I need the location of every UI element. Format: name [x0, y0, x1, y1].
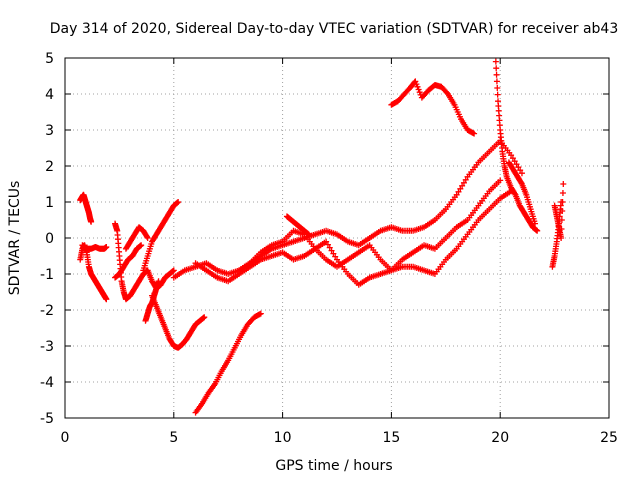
data-point — [532, 220, 539, 227]
series-arc-15 — [388, 78, 478, 137]
data-point — [413, 81, 420, 88]
y-tick-label: -3 — [40, 339, 54, 355]
y-tick-label: -5 — [40, 411, 54, 427]
data-point — [492, 58, 499, 65]
series-arc-3 — [79, 242, 110, 252]
series-arc-5 — [112, 242, 145, 281]
data-point — [103, 244, 110, 250]
data-point — [560, 181, 567, 187]
data-points — [77, 58, 567, 416]
y-tick-label: -1 — [40, 267, 54, 283]
series-arc-7 — [140, 199, 182, 274]
data-point — [103, 296, 110, 303]
series-arc-14 — [283, 213, 312, 238]
y-tick-label: 1 — [45, 195, 54, 211]
data-point — [494, 91, 501, 98]
data-point — [494, 85, 501, 91]
series-arc-9 — [149, 292, 208, 351]
x-tick-label: 0 — [61, 430, 70, 446]
y-tick-label: -2 — [40, 303, 54, 319]
y-axis-label: SDTVAR / TECUs — [7, 181, 23, 296]
y-tick-label: 5 — [45, 51, 54, 67]
series-arc-6 — [122, 224, 151, 252]
y-tick-label: -4 — [40, 375, 54, 391]
data-point — [305, 231, 312, 238]
series-arc-16 — [492, 58, 541, 234]
data-point — [416, 89, 423, 96]
data-point — [559, 190, 566, 196]
data-point — [493, 65, 500, 72]
x-tick-label: 5 — [169, 430, 178, 446]
data-point — [138, 242, 145, 249]
y-tick-label: 4 — [45, 87, 54, 103]
data-point — [497, 177, 504, 184]
data-point — [175, 199, 182, 205]
y-tick-label: 2 — [45, 159, 54, 175]
data-point — [415, 86, 422, 93]
data-point — [558, 217, 565, 223]
data-point — [414, 83, 421, 90]
data-point — [559, 199, 566, 205]
x-axis: 0 5 10 15 20 25 — [61, 58, 618, 446]
x-axis-label: GPS time / hours — [275, 458, 392, 474]
data-point — [493, 71, 500, 78]
x-tick-label: 25 — [600, 430, 618, 446]
series-arc-10 — [192, 310, 264, 416]
data-point — [558, 226, 565, 232]
chart-title: Day 314 of 2020, Sidereal Day-to-day VTE… — [50, 21, 619, 37]
data-point — [201, 314, 208, 321]
y-tick-label: 3 — [45, 123, 54, 139]
data-point — [518, 170, 525, 177]
x-tick-label: 15 — [382, 430, 400, 446]
y-axis: -5 -4 -3 -2 -1 0 1 2 3 4 5 — [40, 51, 609, 427]
data-point — [88, 218, 95, 225]
series-arc-17 — [505, 159, 539, 227]
plot-frame — [64, 57, 610, 419]
grid — [65, 58, 609, 418]
data-point — [471, 130, 478, 137]
data-point — [534, 227, 541, 234]
series-arc-11 — [170, 137, 525, 281]
data-point — [170, 267, 177, 274]
data-point — [558, 235, 565, 241]
series-arc-19 — [551, 181, 567, 241]
data-point — [559, 208, 566, 214]
data-point — [257, 310, 264, 317]
data-point — [412, 78, 419, 85]
series-arc-13 — [236, 177, 504, 274]
series-arc-12 — [192, 188, 515, 288]
data-point — [144, 235, 151, 241]
data-point — [143, 233, 150, 240]
x-tick-label: 10 — [274, 430, 292, 446]
data-point — [493, 78, 500, 85]
x-tick-label: 20 — [491, 430, 509, 446]
data-point — [155, 278, 162, 285]
series-arc-1 — [77, 191, 95, 225]
y-tick-label: 0 — [45, 231, 54, 247]
